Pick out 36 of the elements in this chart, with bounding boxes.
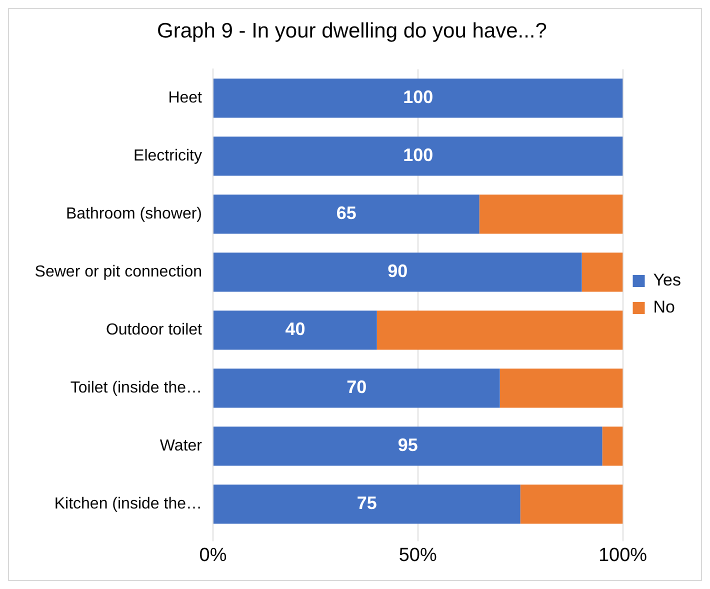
data-label: 100 xyxy=(403,145,434,166)
bar xyxy=(376,310,623,350)
data-label: 75 xyxy=(356,493,377,514)
legend-label: Yes xyxy=(653,270,681,290)
bar xyxy=(214,194,480,234)
data-label: 70 xyxy=(346,377,367,398)
bar xyxy=(214,78,623,118)
bar xyxy=(500,368,623,408)
data-label: 65 xyxy=(336,203,356,224)
bar xyxy=(582,252,623,292)
bar xyxy=(479,194,623,234)
x-tick-label: 50% xyxy=(398,544,437,566)
bar xyxy=(214,368,500,408)
bar xyxy=(520,484,623,524)
bar xyxy=(214,136,623,176)
bar xyxy=(214,310,377,350)
y-tick-label: Sewer or pit connection xyxy=(34,264,202,281)
chart-title: Graph 9 - In your dwelling do you have...? xyxy=(157,19,547,42)
data-label: 40 xyxy=(285,319,306,340)
y-tick-label: Heet xyxy=(168,90,203,107)
x-tick-label: 100% xyxy=(598,544,648,566)
y-tick-label: Kitchen (inside the… xyxy=(54,496,202,513)
legend-label: No xyxy=(653,298,675,317)
bar xyxy=(214,426,602,466)
y-tick-label: Toilet (inside the… xyxy=(70,380,202,397)
y-tick-label: Electricity xyxy=(134,148,202,165)
x-tick-label: 0% xyxy=(199,544,227,566)
data-label: 100 xyxy=(403,87,434,108)
y-tick-label: Outdoor toilet xyxy=(106,322,203,339)
data-label: 95 xyxy=(398,435,418,456)
bar xyxy=(214,484,520,524)
y-tick-label: Water xyxy=(160,438,203,455)
y-tick-label: Bathroom (shower) xyxy=(66,206,202,223)
bar xyxy=(214,252,582,292)
bar xyxy=(602,426,623,466)
data-label: 90 xyxy=(388,261,408,282)
